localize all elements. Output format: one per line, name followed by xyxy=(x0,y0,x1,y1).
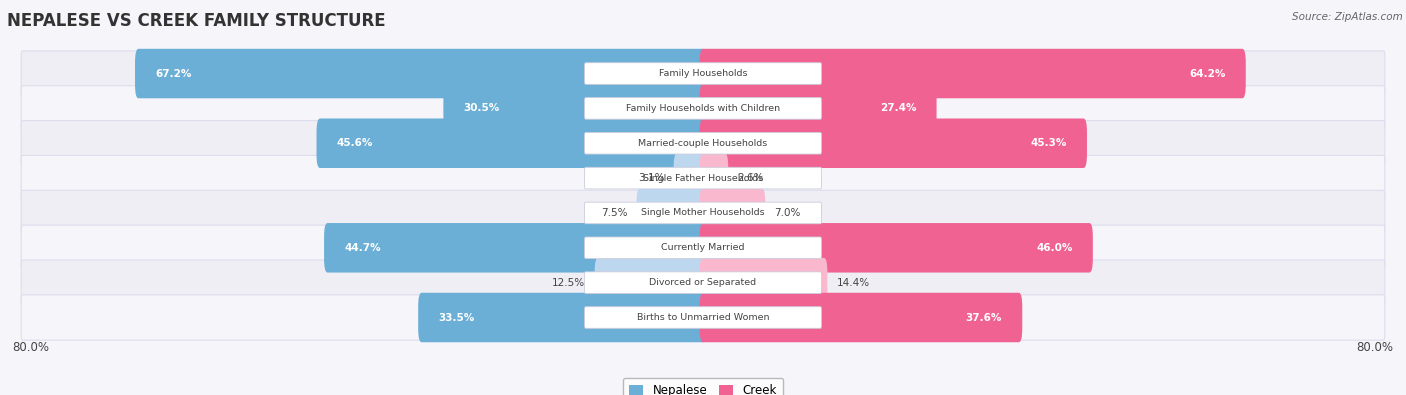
Text: 7.0%: 7.0% xyxy=(775,208,801,218)
Text: 33.5%: 33.5% xyxy=(439,312,475,322)
Text: 46.0%: 46.0% xyxy=(1036,243,1073,253)
FancyBboxPatch shape xyxy=(700,188,765,238)
Text: 64.2%: 64.2% xyxy=(1189,69,1226,79)
Text: Family Households with Children: Family Households with Children xyxy=(626,104,780,113)
FancyBboxPatch shape xyxy=(443,84,706,133)
FancyBboxPatch shape xyxy=(700,223,1092,273)
FancyBboxPatch shape xyxy=(585,272,821,293)
FancyBboxPatch shape xyxy=(21,295,1385,340)
FancyBboxPatch shape xyxy=(135,49,706,98)
Text: Currently Married: Currently Married xyxy=(661,243,745,252)
FancyBboxPatch shape xyxy=(21,120,1385,166)
Text: NEPALESE VS CREEK FAMILY STRUCTURE: NEPALESE VS CREEK FAMILY STRUCTURE xyxy=(7,12,385,30)
FancyBboxPatch shape xyxy=(585,167,821,189)
FancyBboxPatch shape xyxy=(21,86,1385,131)
FancyBboxPatch shape xyxy=(585,132,821,154)
Text: 7.5%: 7.5% xyxy=(600,208,627,218)
Text: Births to Unmarried Women: Births to Unmarried Women xyxy=(637,313,769,322)
FancyBboxPatch shape xyxy=(700,118,1087,168)
FancyBboxPatch shape xyxy=(637,188,706,238)
Text: 80.0%: 80.0% xyxy=(1357,341,1393,354)
Text: 44.7%: 44.7% xyxy=(344,243,381,253)
FancyBboxPatch shape xyxy=(585,237,821,259)
FancyBboxPatch shape xyxy=(700,293,1022,342)
Text: 67.2%: 67.2% xyxy=(155,69,191,79)
Text: Divorced or Separated: Divorced or Separated xyxy=(650,278,756,287)
Text: 45.3%: 45.3% xyxy=(1031,138,1067,148)
FancyBboxPatch shape xyxy=(700,84,936,133)
Text: 30.5%: 30.5% xyxy=(464,103,499,113)
Text: 2.6%: 2.6% xyxy=(738,173,763,183)
FancyBboxPatch shape xyxy=(21,156,1385,201)
FancyBboxPatch shape xyxy=(21,260,1385,305)
Text: Married-couple Households: Married-couple Households xyxy=(638,139,768,148)
Text: 12.5%: 12.5% xyxy=(553,278,585,288)
Text: Family Households: Family Households xyxy=(659,69,747,78)
FancyBboxPatch shape xyxy=(585,202,821,224)
Text: 3.1%: 3.1% xyxy=(638,173,665,183)
FancyBboxPatch shape xyxy=(585,307,821,328)
FancyBboxPatch shape xyxy=(323,223,706,273)
Text: 80.0%: 80.0% xyxy=(13,341,49,354)
Legend: Nepalese, Creek: Nepalese, Creek xyxy=(623,378,783,395)
FancyBboxPatch shape xyxy=(700,153,728,203)
FancyBboxPatch shape xyxy=(585,63,821,85)
FancyBboxPatch shape xyxy=(673,153,706,203)
FancyBboxPatch shape xyxy=(700,258,827,307)
Text: 37.6%: 37.6% xyxy=(966,312,1002,322)
Text: Source: ZipAtlas.com: Source: ZipAtlas.com xyxy=(1292,12,1403,22)
FancyBboxPatch shape xyxy=(21,51,1385,96)
FancyBboxPatch shape xyxy=(700,49,1246,98)
FancyBboxPatch shape xyxy=(585,98,821,119)
Text: 14.4%: 14.4% xyxy=(837,278,870,288)
FancyBboxPatch shape xyxy=(418,293,706,342)
FancyBboxPatch shape xyxy=(21,225,1385,271)
Text: Single Mother Households: Single Mother Households xyxy=(641,209,765,218)
Text: 27.4%: 27.4% xyxy=(880,103,917,113)
FancyBboxPatch shape xyxy=(21,190,1385,235)
FancyBboxPatch shape xyxy=(316,118,706,168)
Text: Single Father Households: Single Father Households xyxy=(643,173,763,182)
FancyBboxPatch shape xyxy=(595,258,706,307)
Text: 45.6%: 45.6% xyxy=(336,138,373,148)
